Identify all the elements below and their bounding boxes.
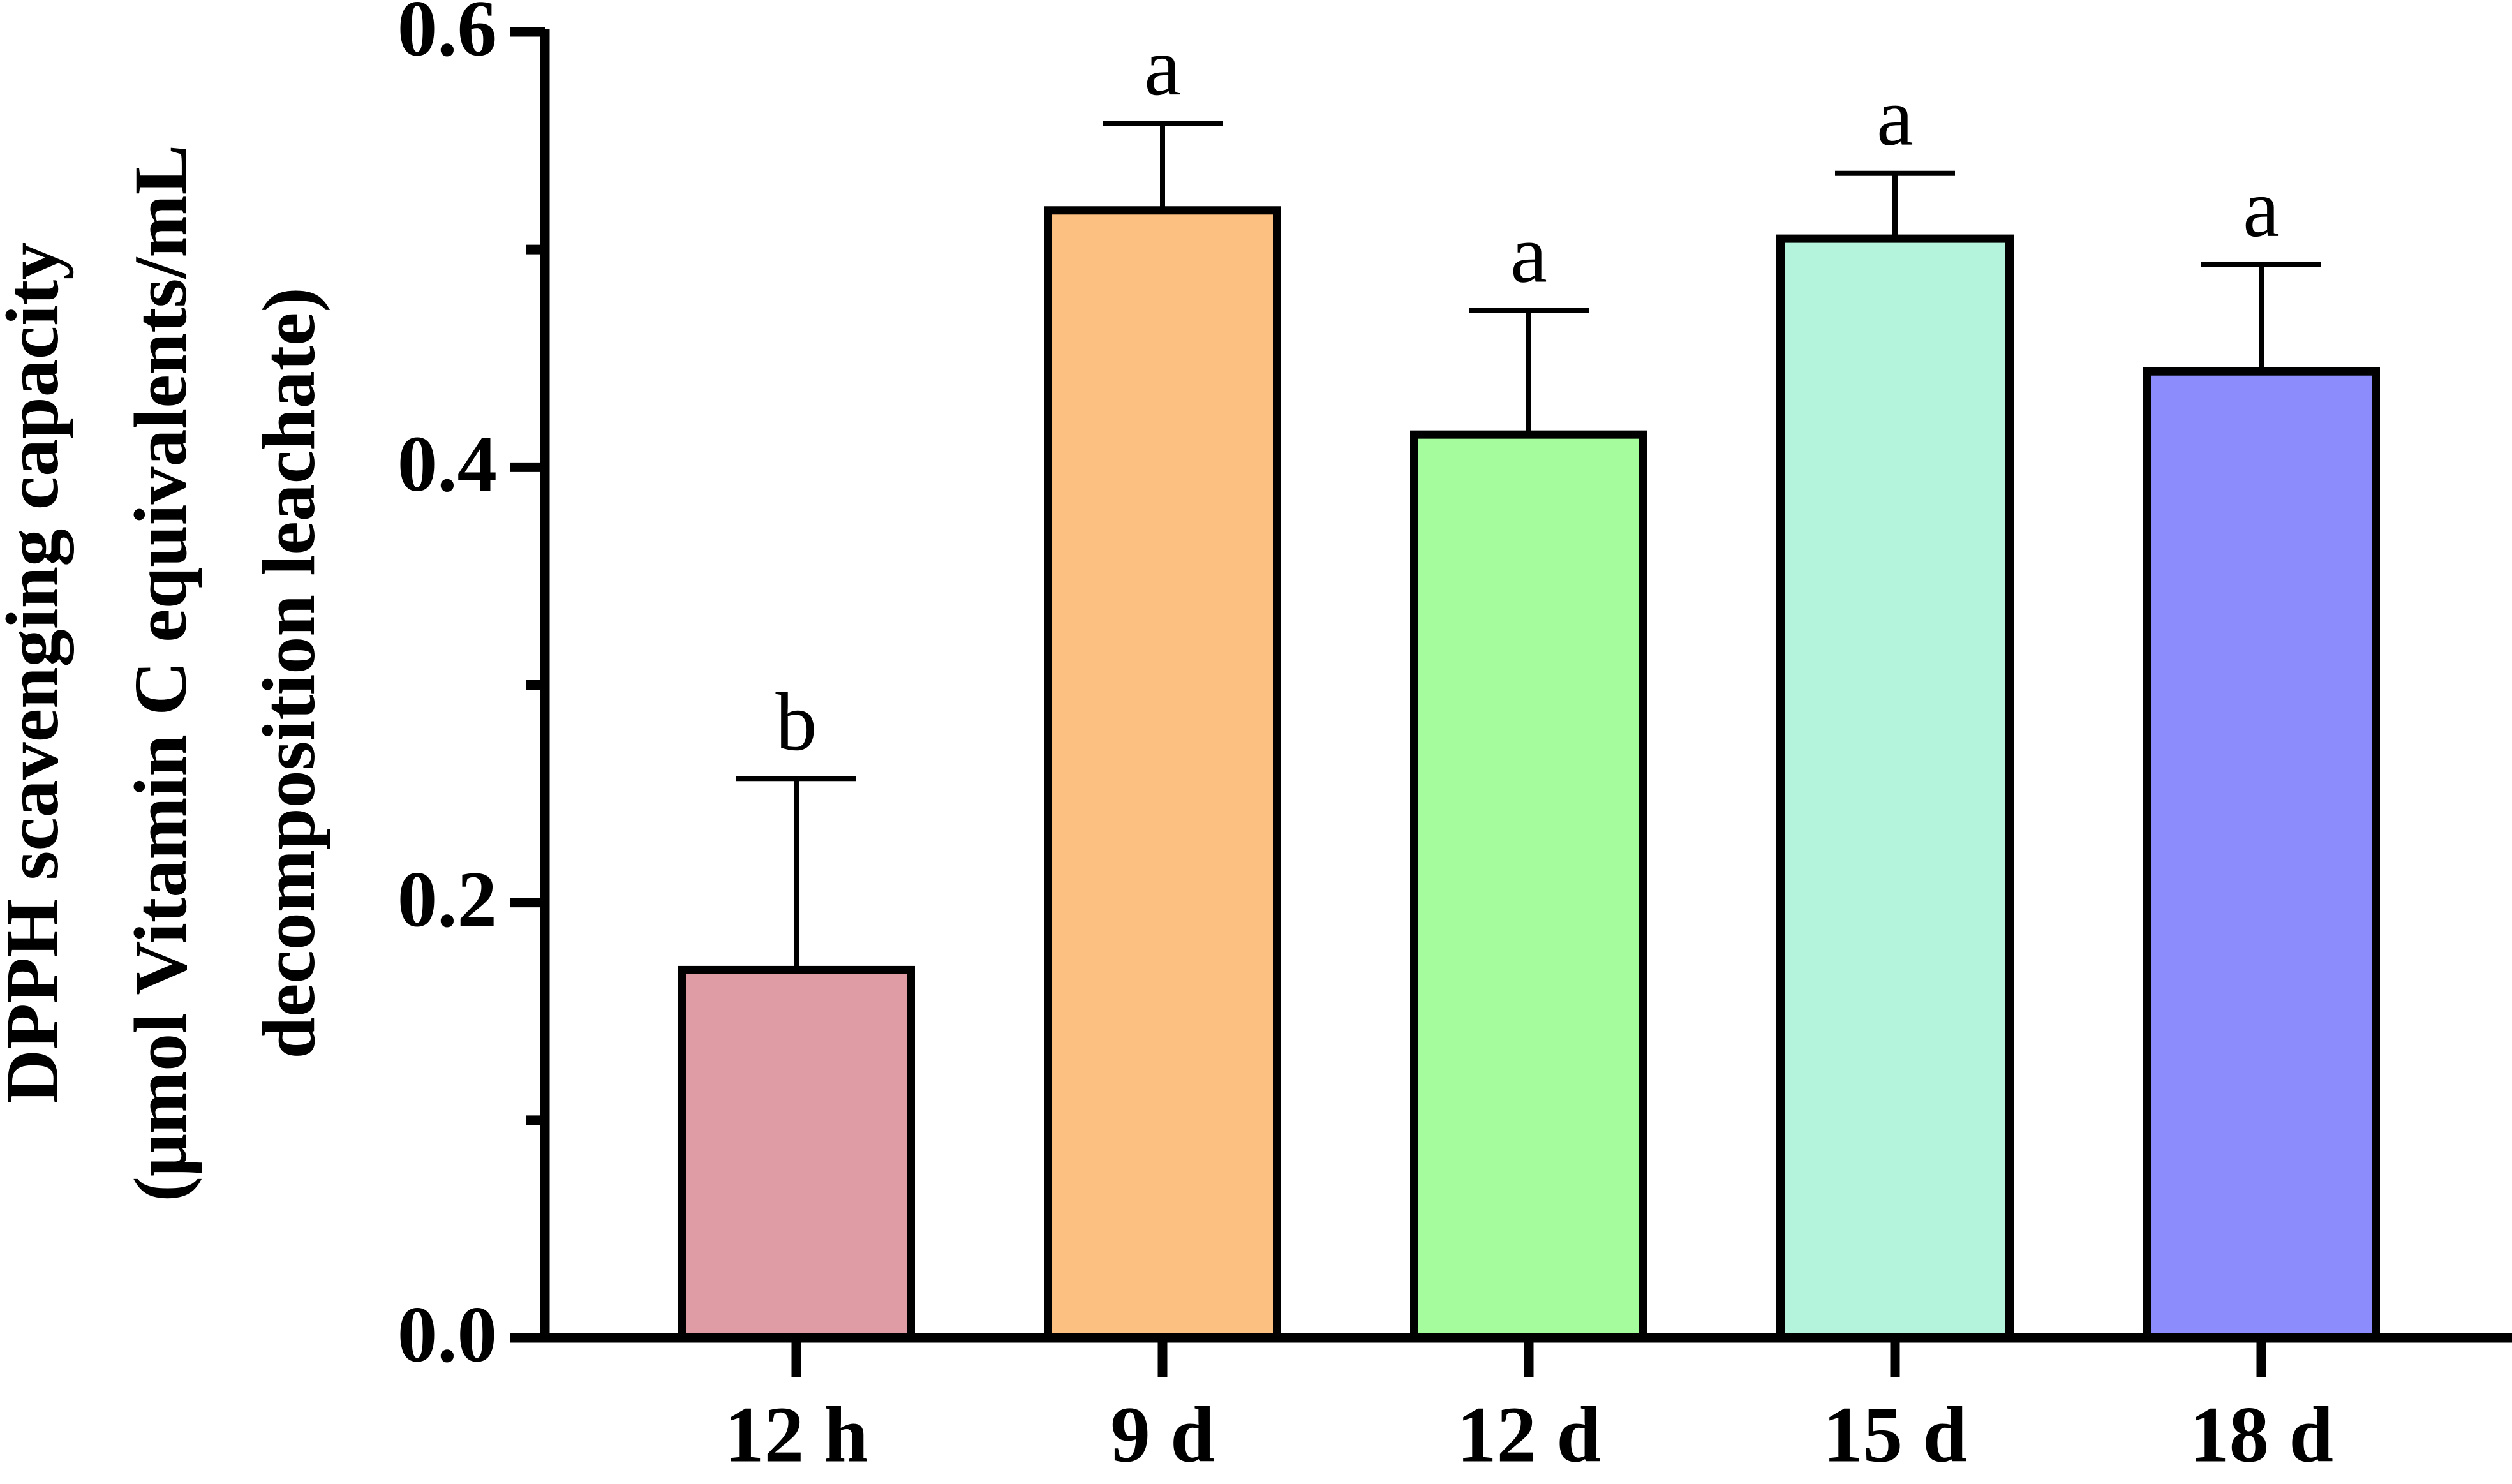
bar xyxy=(1776,234,2014,1342)
x-tick-label: 12 h xyxy=(724,1391,868,1480)
significance-label: a xyxy=(2243,163,2280,255)
significance-label: a xyxy=(1144,21,1181,113)
x-tick-label: 15 d xyxy=(1823,1391,1967,1480)
y-tick-label: 0.4 xyxy=(398,420,497,508)
significance-label: a xyxy=(1877,71,1914,163)
x-tick-label: 12 d xyxy=(1457,1391,1601,1480)
y-axis-label: (μmol Vitamin C equivalents/mL xyxy=(119,145,202,1202)
y-tick-label: 0.2 xyxy=(398,856,497,944)
y-tick-label: 0.6 xyxy=(398,0,497,73)
significance-label: b xyxy=(776,676,817,768)
bar xyxy=(1044,206,1281,1342)
y-axis-label: decomposition leachate) xyxy=(247,287,331,1058)
x-tick-label: 18 d xyxy=(2189,1391,2333,1480)
y-tick-label: 0.0 xyxy=(398,1291,497,1379)
bar xyxy=(678,965,915,1342)
y-axis-label: DPPH scavenging capacity xyxy=(0,242,74,1104)
x-tick-label: 9 d xyxy=(1110,1391,1214,1480)
significance-label: a xyxy=(1510,209,1547,301)
bar xyxy=(1410,430,1647,1342)
bar xyxy=(2143,367,2380,1342)
